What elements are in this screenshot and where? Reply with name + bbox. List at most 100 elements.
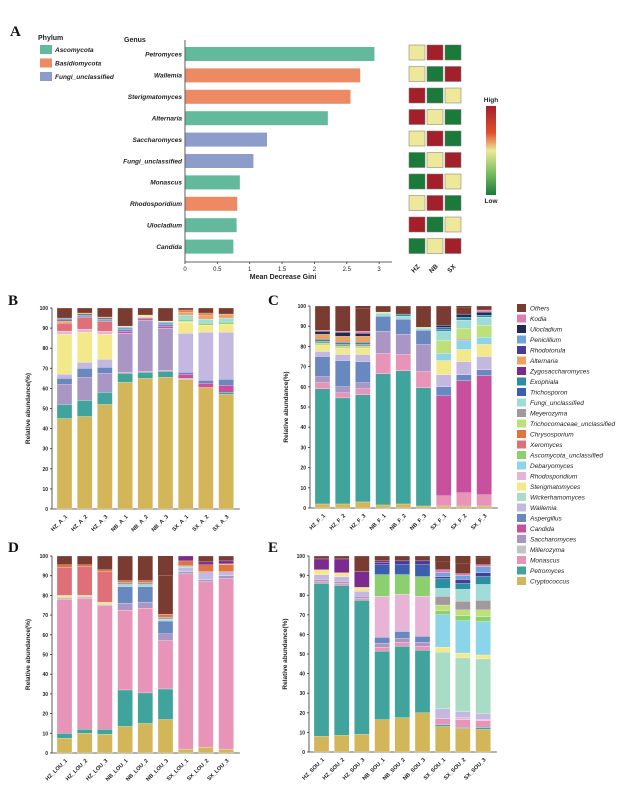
x-axis-title: Mean Decrease Gini: [250, 274, 317, 281]
bar-segment-HZ_F_2-Monascus: [335, 392, 351, 399]
bar-segment-HZ_A_3-Xeromyces: [97, 320, 113, 332]
phylum-swatch: [40, 45, 52, 54]
bar-segment-NB_F_2-Aspergillus: [395, 319, 411, 335]
genus-label: Alternaria: [151, 116, 183, 123]
bar-segment-SX_SOU_1-Wickerhamomyces: [435, 651, 451, 710]
y-tick-label: 80: [299, 593, 305, 599]
bar-segment-SX_A_1-Aspergillus: [178, 372, 194, 375]
bar-segment-SX_A_2-Candida: [198, 383, 214, 388]
bar-segment-SX_A_1-Sterigmatomyces: [178, 321, 194, 334]
bar-segment-HZ_A_3-Aspergillus: [97, 367, 113, 374]
bar-segment-HZ_A_1-Penicillium: [56, 317, 73, 321]
bar-segment-SX_SOU_1-Wallemia: [435, 708, 451, 719]
heatmap-cell-Sterigmatomyces-NB: [426, 87, 444, 104]
y-tick-label: 0: [45, 507, 48, 513]
bar-segment-SX_F_2-Exophiala: [456, 316, 472, 321]
y-tick-label: 30: [42, 447, 48, 453]
legend-title: Phylum: [38, 35, 63, 42]
bar-segment-SX_SOU_1-Debaryomyces: [435, 614, 451, 648]
heatmap-cell-Saccharomyces-NB: [426, 130, 444, 147]
bar-segment-HZ_SOU_1-Sterigmatomyces: [313, 569, 330, 575]
bar-segment-NB_SOU_2-Monascus: [394, 642, 410, 647]
bar-segment-SX_LOU_2-Zygosaccharomyces: [198, 561, 214, 565]
bar-segment-HZ_F_2-Kodia: [335, 331, 351, 333]
bar-segment-SX_SOU_2-Fungi_unclassified: [455, 589, 471, 602]
bar-segment-SX_SOU_1-Petromyces: [435, 724, 451, 727]
bar-segment-HZ_LOU_1-Monascus: [56, 599, 73, 734]
y-tick-label: 60: [42, 386, 48, 392]
y-axis-title: Relative abundance(%): [282, 618, 289, 689]
taxa-legend-label: Xeromyces: [529, 442, 563, 449]
bar-segment-SX_A_3-Candida: [218, 385, 234, 393]
bar-segment-HZ_SOU_3-Others: [354, 555, 370, 572]
bar-segment-NB_A_1-Petromyces: [117, 373, 133, 383]
genus-label: Fungi_unclassified: [123, 158, 183, 165]
y-tick-label: 40: [42, 427, 48, 433]
taxa-legend-label: Rhodotorula: [530, 348, 566, 355]
bar-segment-HZ_F_1-Trichocomaceae_unclassified: [314, 343, 331, 346]
bar-segment-NB_F_2-Saccharomyces: [395, 334, 411, 355]
bar-segment-NB_SOU_3-Petromyces: [414, 649, 431, 713]
bar-segment-HZ_F_1-Ulocladium: [314, 331, 331, 335]
bar-segment-HZ_F_2-Ulocladium: [335, 332, 351, 337]
bar-segment-SX_F_3-Ulocladium: [476, 311, 492, 316]
bar-segment-SX_A_1-Cryptococcus: [178, 379, 194, 510]
bar-segment-HZ_SOU_1-Saccharomyces: [313, 579, 330, 582]
taxa-legend-swatch: [517, 482, 526, 491]
y-tick-label: 40: [300, 425, 306, 431]
bar-segment-HZ_SOU_3-Petromyces: [354, 599, 370, 735]
bar-segment-NB_LOU_3-Others: [157, 575, 174, 615]
bar-segment-NB_A_2-Candida: [137, 317, 153, 321]
bar-segment-HZ_A_2-Cryptococcus: [77, 416, 93, 510]
taxa-legend-label: Alternaria: [529, 358, 558, 365]
y-tick-label: 50: [299, 652, 305, 658]
bar-segment-SX_F_1-Aspergillus: [436, 386, 452, 397]
bar-segment-NB_SOU_2-Others: [394, 555, 410, 562]
heatmap-cell-Ulocladium-SX: [444, 216, 462, 233]
bar-segment-SX_A_1-Chrysosporium: [178, 309, 194, 313]
bar-segment-NB_LOU_3-Chrysosporium: [157, 613, 174, 618]
y-tick-label: 20: [300, 466, 306, 472]
bar-segment-SX_A_2-Ascomycota_unclassified: [198, 322, 214, 326]
bar-segment-NB_A_2-Cryptococcus: [137, 378, 153, 510]
bar-segment-SX_A_3-Others: [218, 307, 234, 315]
bar-segment-SX_LOU_1-Cryptococcus: [178, 748, 194, 754]
heatmap-cell-Monascus-NB: [426, 173, 444, 190]
taxa-legend-swatch: [517, 304, 526, 312]
x-tick-label: SX_LOU_3: [206, 758, 230, 782]
heatmap-cell-Wallemia-SX: [444, 66, 462, 82]
panel-label-D: D: [8, 540, 19, 556]
x-tick-label: NB_A_3: [151, 514, 170, 533]
bar-segment-SX_LOU_2-Cryptococcus: [198, 746, 214, 754]
bar-segment-SX_SOU_1-Meyerozyma: [435, 596, 451, 606]
bar-segment-SX_F_2-Xeromyces: [456, 339, 472, 341]
heatmap-cell-Alternaria-NB: [426, 109, 444, 125]
heatmap-column-label: HZ: [410, 263, 421, 274]
bar-segment-SX_A_1-Ascomycota_unclassified: [178, 318, 194, 322]
bar-segment-HZ_LOU_1-Cryptococcus: [56, 738, 73, 754]
bar-segment-SX_A_3-Petromyces: [218, 392, 234, 395]
x-tick-label: SX_SOU_3: [463, 757, 487, 781]
bar-segment-HZ_F_3-Exophiala: [355, 342, 371, 345]
bar-segment-NB_SOU_3-Saccharomyces: [414, 642, 431, 647]
x-tick-label: SX_A_3: [212, 514, 231, 533]
bar-segment-SX_SOU_1-Others: [435, 561, 451, 570]
bar-segment-HZ_F_2-Wallemia: [335, 354, 351, 361]
bar-segment-NB_LOU_1-Monascus: [117, 610, 133, 691]
bar-segment-HZ_SOU_2-Saccharomyces: [334, 581, 350, 584]
taxa-legend-label: Rhodosporidium: [530, 474, 578, 481]
x-tick-label: SX_F_3: [470, 513, 488, 531]
bar-segment-HZ_LOU_3-Petromyces: [97, 729, 113, 735]
heatmap-cell-Monascus-HZ: [408, 173, 426, 190]
bar-segment-NB_A_3-Petromyces: [157, 371, 174, 378]
bar-segment-NB_LOU_3-Saccharomyces: [157, 633, 174, 641]
bar-segment-HZ_F_1-Kodia: [314, 330, 331, 332]
bar-segment-HZ_F_1-Aspergillus: [314, 356, 331, 377]
bar-segment-HZ_A_1-Cryptococcus: [56, 418, 73, 510]
importance-bar-Petromyces: [185, 47, 375, 61]
bar-segment-SX_LOU_1-Monascus: [178, 573, 194, 750]
bar-segment-SX_A_1-Candida: [178, 374, 194, 379]
bar-segment-SX_F_2-Trichocomaceae_unclassified: [456, 328, 472, 340]
importance-bar-Candida: [185, 239, 234, 254]
bar-segment-SX_F_3-Kodia: [476, 309, 492, 313]
